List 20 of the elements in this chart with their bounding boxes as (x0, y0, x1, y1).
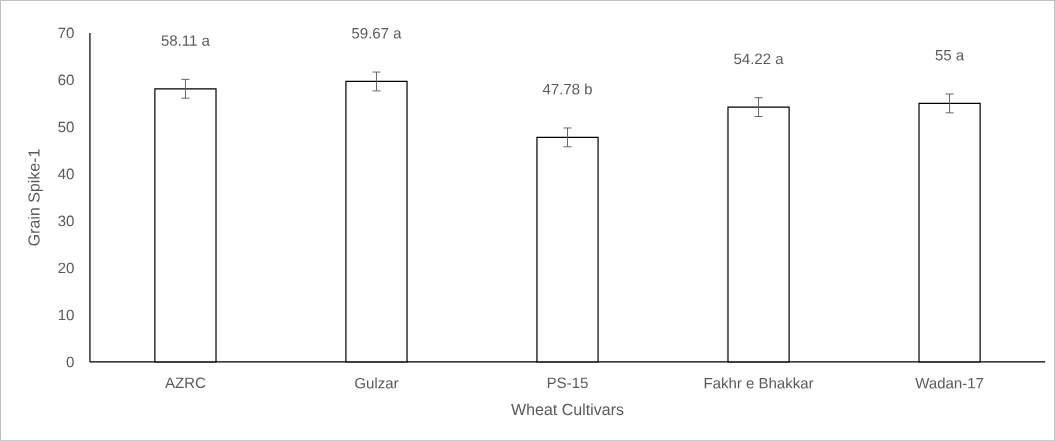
y-tick-label: 70 (58, 27, 74, 39)
y-axis-title: Grain Spike-1 (27, 149, 43, 246)
y-tick-label: 20 (58, 262, 74, 274)
data-label: 59.67 a (352, 27, 402, 39)
y-tick-label: 0 (66, 356, 74, 368)
x-tick-label: AZRC (165, 377, 206, 389)
y-tick-label: 40 (58, 168, 74, 180)
data-label: 55 a (935, 50, 965, 61)
data-label: 58.11 a (161, 35, 210, 46)
x-tick-label: Gulzar (355, 377, 399, 389)
y-tick-label: 50 (58, 121, 74, 133)
x-tick-label: Wadan-17 (915, 377, 984, 389)
x-tick-label: Fakhr e Bhakkar (704, 377, 814, 389)
y-tick-label: 10 (58, 309, 74, 321)
y-tick-label: 30 (58, 215, 74, 227)
x-tick-label: PS-15 (547, 377, 588, 389)
data-label: 54.22 a (734, 53, 784, 65)
y-tick-label: 60 (58, 74, 74, 86)
x-axis-title: Wheat Cultivars (511, 403, 624, 416)
data-label: 47.78 b (542, 83, 592, 95)
